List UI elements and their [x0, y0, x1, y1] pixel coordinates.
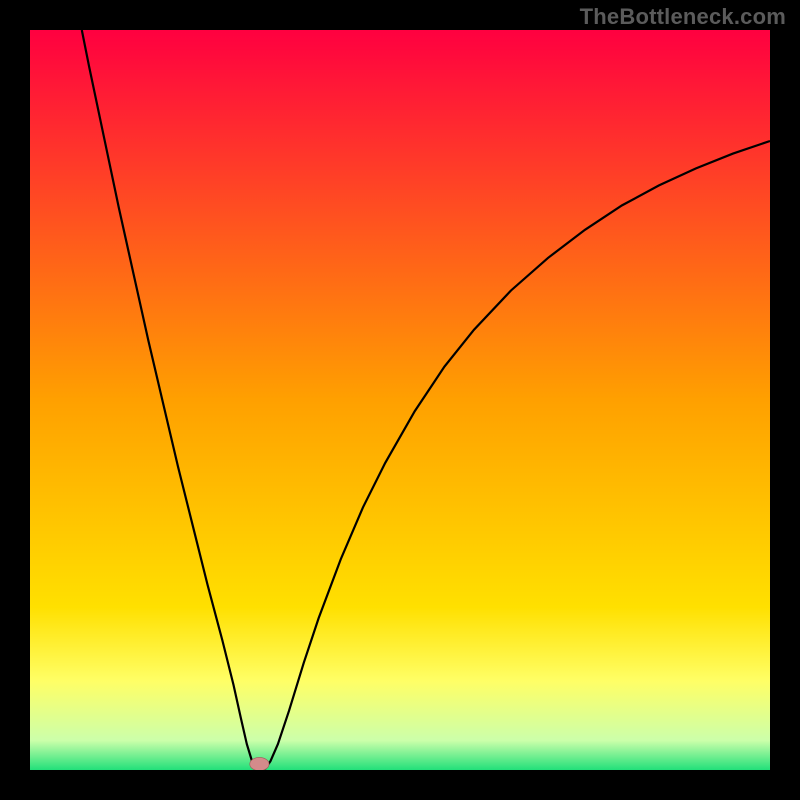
chart-frame: TheBottleneck.com	[0, 0, 800, 800]
watermark-text: TheBottleneck.com	[580, 4, 786, 30]
optimum-marker	[250, 757, 269, 770]
plot-svg	[30, 30, 770, 770]
plot-area	[30, 30, 770, 770]
bottleneck-curve	[82, 30, 770, 770]
